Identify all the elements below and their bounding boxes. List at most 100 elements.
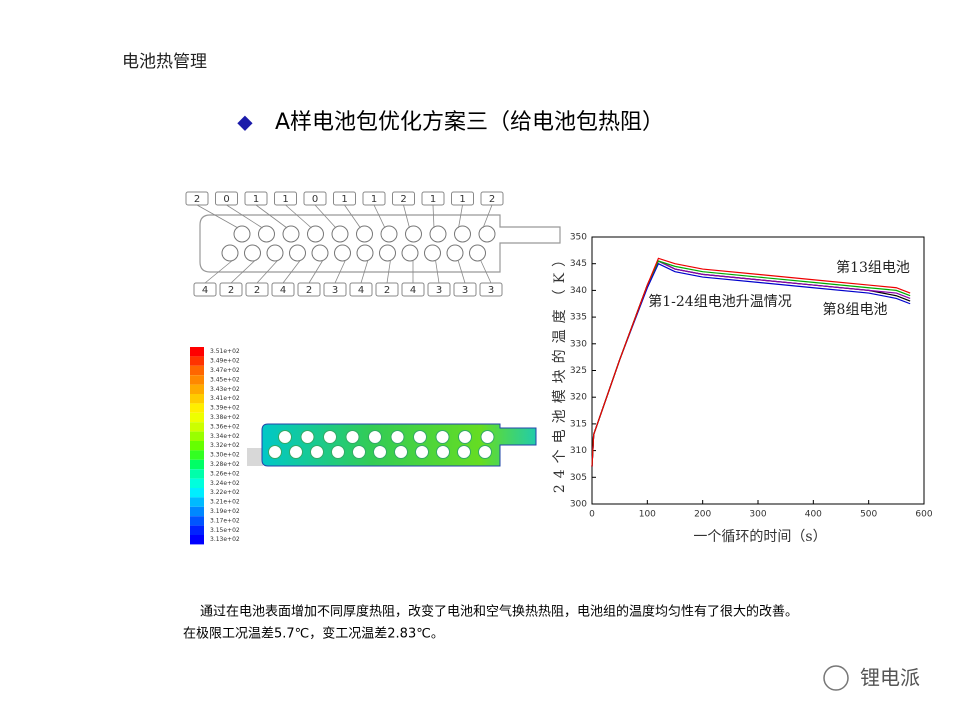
cell: [289, 244, 306, 262]
cell: [394, 445, 408, 459]
cell: [345, 430, 360, 444]
label-box: [362, 191, 386, 206]
x-tick-label: 400: [805, 510, 822, 520]
label-box: [375, 282, 399, 297]
cell-label: 0: [223, 194, 229, 205]
leader: [230, 259, 256, 284]
leader: [255, 204, 288, 229]
cell-label: 1: [371, 194, 377, 205]
cell-label: 2: [228, 285, 234, 296]
annotation: 第1-24组电池升温情况: [648, 293, 791, 310]
cell-label: 2: [489, 194, 495, 205]
slide-title: A样电池包优化方案三（给电池包热阻）: [275, 110, 664, 135]
cell-label: 3: [332, 285, 338, 296]
legend-label: 3.51e+02: [210, 348, 240, 355]
leader: [282, 259, 301, 284]
x-tick-label: 200: [694, 510, 711, 520]
bullet: ◆: [237, 110, 253, 134]
cell: [311, 244, 329, 262]
y-tick-label: 320: [570, 393, 587, 403]
label-box: [333, 191, 356, 206]
cell: [282, 225, 300, 243]
legend-label: 3.19e+02: [210, 508, 240, 515]
label-box: [401, 282, 425, 297]
cell: [436, 445, 450, 459]
legend-label: 3.22e+02: [210, 489, 240, 496]
legend-label: 3.45e+02: [210, 376, 240, 383]
cell: [266, 244, 284, 262]
footer-text: 通过在电池表面增加不同厚度热阻，改变了电池和空气换热热阻，电池组的温度均匀性有了…: [200, 604, 798, 620]
y-tick-label: 335: [570, 313, 587, 323]
x-tick-label: 600: [915, 510, 932, 520]
label-box: [479, 282, 503, 297]
legend-label: 3.39e+02: [210, 405, 240, 412]
label-box: [451, 191, 474, 206]
legend-label: 3.30e+02: [210, 452, 240, 459]
cell: [478, 225, 496, 243]
y-tick-label: 300: [570, 500, 587, 510]
leader: [458, 204, 463, 229]
label-box: [323, 282, 347, 297]
leader: [482, 204, 493, 229]
cell: [480, 430, 495, 444]
leader: [334, 259, 346, 284]
cell: [356, 244, 374, 262]
legend-label: 3.15e+02: [210, 527, 240, 534]
cell: [446, 244, 464, 262]
leader: [314, 204, 337, 229]
legend-swatch: [190, 394, 204, 404]
label-box: [245, 282, 269, 297]
leader: [204, 259, 234, 284]
leader: [435, 259, 440, 284]
legend-swatch: [190, 375, 204, 385]
label-box: [421, 191, 445, 206]
leader: [256, 259, 279, 284]
cell-label: 4: [410, 285, 416, 296]
label-box: [453, 282, 477, 297]
legend-label: 3.26e+02: [210, 470, 240, 477]
label-box: [392, 191, 415, 206]
legend-swatch: [190, 506, 204, 517]
leader: [360, 259, 369, 284]
cell-label: 1: [282, 194, 288, 205]
cell-label: 2: [194, 194, 200, 205]
legend-swatch: [190, 516, 204, 526]
leader: [285, 204, 312, 229]
legend-label: 3.47e+02: [210, 367, 240, 374]
cell: [221, 244, 239, 262]
cell-label: 2: [384, 285, 390, 296]
legend-swatch: [190, 469, 204, 479]
cell: [458, 430, 472, 444]
cell: [478, 445, 492, 459]
cell-label: 3: [488, 285, 494, 296]
x-tick-label: 100: [639, 510, 656, 520]
label-box: [480, 191, 504, 206]
y-tick-label: 310: [570, 446, 587, 456]
watermark-icon: [823, 665, 849, 691]
cell: [390, 430, 405, 444]
cell-label: 1: [341, 194, 347, 205]
legend-swatch: [190, 535, 204, 545]
cell-label: 1: [459, 194, 465, 205]
leader: [480, 259, 492, 284]
legend-swatch: [190, 441, 204, 451]
plot-frame: [591, 236, 925, 505]
cell-label: 1: [430, 194, 436, 205]
cell: [323, 430, 337, 444]
cell: [289, 445, 303, 459]
legend-label: 3.13e+02: [210, 536, 240, 543]
cell: [401, 244, 419, 262]
legend-label: 3.28e+02: [210, 461, 240, 468]
legend-label: 3.38e+02: [210, 414, 240, 421]
annotation: 第13组电池: [836, 259, 910, 276]
contour-legend: 3.51e+02 3.49e+02 3.47e+02 3.45e+02 3.43e+02…: [190, 347, 240, 545]
cell: [368, 430, 382, 444]
legend-label: 3.17e+02: [210, 517, 240, 524]
legend-label: 3.32e+02: [210, 442, 240, 449]
legend-swatch: [190, 347, 204, 357]
leader: [457, 259, 466, 284]
leader: [344, 204, 361, 229]
legend-label: 3.43e+02: [210, 386, 240, 393]
pack-schematic: 2 0 1 1 0 1 1 2 1 1 2 4 2 2 4 2 3 4 2 4 3 3 3: [185, 191, 561, 297]
cell-label: 3: [436, 285, 442, 296]
